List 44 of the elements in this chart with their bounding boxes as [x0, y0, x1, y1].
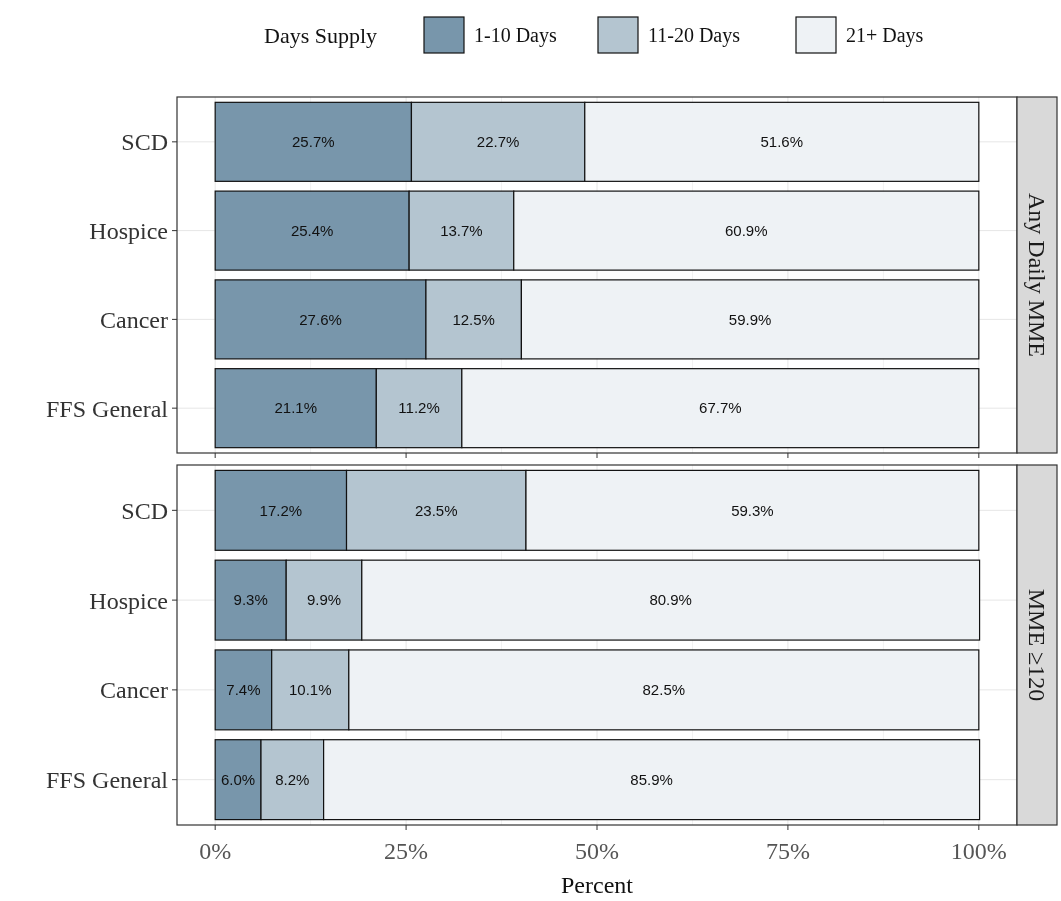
data-label: 10.1%	[288, 681, 332, 699]
data-label: 85.9%	[630, 770, 673, 788]
y-tick-label: Cancer	[100, 677, 168, 704]
legend-title: Days Supply	[264, 22, 378, 48]
data-label: 27.6%	[299, 310, 342, 328]
data-label: 25.7%	[292, 133, 335, 151]
y-tick-label: Hospice	[89, 587, 168, 614]
data-label: 9.9%	[306, 591, 342, 609]
legend-label: 1-10 Days	[474, 24, 557, 47]
data-label: 7.4%	[226, 681, 261, 699]
x-tick-label: 100%	[950, 838, 1007, 864]
data-label: 9.3%	[233, 591, 268, 609]
data-label: 82.5%	[642, 681, 686, 699]
x-axis-title: Percent	[561, 872, 634, 898]
data-label: 22.7%	[476, 133, 520, 151]
data-label: 13.7%	[440, 221, 483, 239]
legend-label: 21+ Days	[846, 24, 924, 47]
data-label: 8.2%	[275, 770, 310, 788]
y-tick-label: SCD	[121, 497, 168, 524]
data-label: 59.3%	[731, 501, 774, 519]
y-tick-label: Cancer	[100, 306, 168, 333]
x-tick-label: 25%	[384, 838, 429, 864]
legend-label: 11-20 Days	[648, 24, 741, 47]
data-label: 67.7%	[699, 399, 742, 417]
data-label: 25.4%	[290, 221, 334, 239]
data-label: 6.0%	[220, 770, 256, 788]
data-label: 60.9%	[725, 221, 768, 239]
text: MME ≥120	[1023, 588, 1050, 702]
x-tick-label: 75%	[765, 838, 810, 864]
y-tick-label: FFS General	[46, 767, 169, 794]
x-tick-label: 0%	[199, 838, 232, 864]
data-label: 12.5%	[452, 310, 495, 328]
text: Any Daily MME	[1023, 193, 1050, 357]
y-tick-label: FFS General	[46, 395, 169, 422]
data-label: 80.9%	[649, 591, 692, 609]
y-tick-label: Hospice	[89, 218, 168, 245]
data-label: 11.2%	[398, 399, 440, 417]
data-label: 59.9%	[728, 310, 772, 328]
data-label: 17.2%	[259, 501, 303, 519]
data-label: 23.5%	[414, 501, 458, 519]
y-tick-label: SCD	[121, 129, 168, 156]
x-tick-label: 50%	[575, 838, 619, 864]
data-label: 51.6%	[760, 133, 804, 151]
data-label: 21.1%	[274, 399, 318, 417]
